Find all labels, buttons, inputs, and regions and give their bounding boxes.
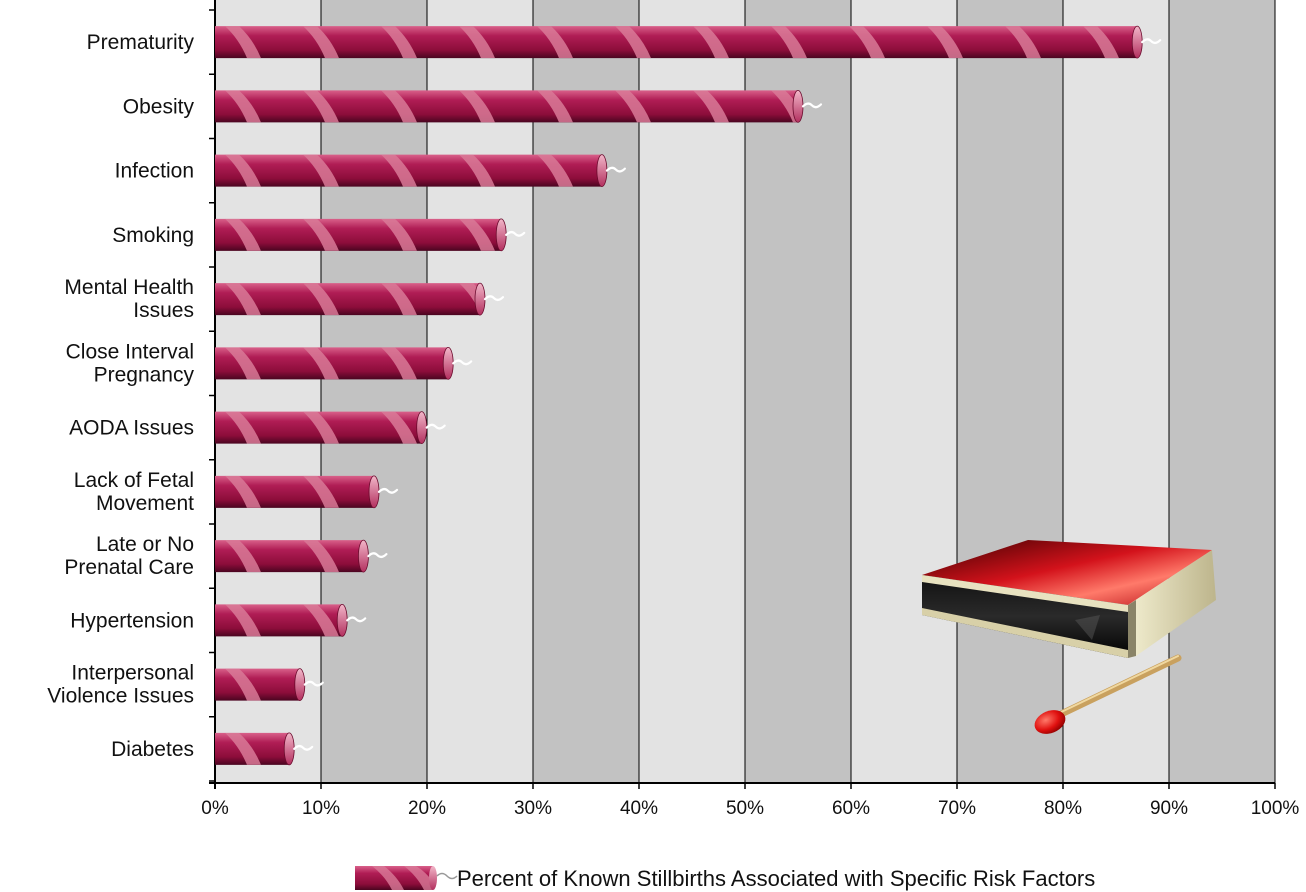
category-label: Infection — [115, 160, 194, 183]
category-label: AODA Issues — [69, 417, 194, 440]
x-tick-label: 80% — [1044, 798, 1082, 819]
x-tick-label: 60% — [832, 798, 870, 819]
category-labels: Prematurity Obesity Infection Smoking Mental… — [47, 31, 194, 761]
plot-band — [1169, 0, 1275, 783]
plot-band — [1063, 0, 1169, 783]
category-label: Diabetes — [111, 738, 194, 761]
category-label: Mental Health Issues — [64, 276, 194, 322]
plot-band — [639, 0, 745, 783]
bar — [215, 89, 823, 123]
bar — [215, 411, 446, 445]
bar — [215, 475, 399, 509]
category-label: Hypertension — [70, 609, 194, 632]
bar — [215, 218, 526, 252]
bar — [215, 282, 505, 316]
x-tick-label: 100% — [1251, 798, 1300, 819]
category-label: Smoking — [112, 224, 194, 247]
bar — [215, 732, 314, 766]
bar — [215, 539, 388, 573]
category-label: Late or No Prenatal Care — [64, 533, 194, 579]
plot-band — [215, 0, 321, 783]
legend: Percent of Known Stillbirths Associated … — [355, 866, 1095, 891]
x-tick-label: 70% — [938, 798, 976, 819]
plot-band — [851, 0, 957, 783]
category-label: Interpersonal Violence Issues — [47, 662, 194, 708]
match-illustration — [1034, 654, 1182, 734]
bars — [215, 25, 1162, 766]
bar — [215, 346, 473, 380]
x-tick-label: 20% — [408, 798, 446, 819]
bar — [215, 154, 626, 188]
plot-band — [533, 0, 639, 783]
category-label: Close Interval Pregnancy — [66, 340, 195, 386]
x-tick-label: 50% — [726, 798, 764, 819]
category-label: Obesity — [123, 95, 195, 118]
legend-label: Percent of Known Stillbirths Associated … — [457, 866, 1095, 891]
x-tick-label: 30% — [514, 798, 552, 819]
x-tick-label: 10% — [302, 798, 340, 819]
bar — [215, 668, 324, 702]
plot-background — [215, 0, 1275, 783]
plot-band — [321, 0, 427, 783]
x-tick-label: 40% — [620, 798, 658, 819]
plot-band — [957, 0, 1063, 783]
matchbox-illustration — [922, 540, 1216, 658]
legend-swatch — [355, 866, 458, 890]
category-label: Prematurity — [87, 31, 195, 54]
x-tick-label: 0% — [201, 798, 229, 819]
x-tick-label: 90% — [1150, 798, 1188, 819]
gridlines — [320, 0, 1276, 783]
bar — [215, 603, 367, 637]
category-label: Lack of Fetal Movement — [74, 469, 194, 515]
x-tick-labels: 0% 10% 20% 30% 40% 50% 60% 70% 80% 90% 100% — [201, 798, 1299, 819]
bar — [215, 25, 1162, 59]
axes — [209, 0, 1276, 789]
plot-band — [745, 0, 851, 783]
plot-band — [427, 0, 533, 783]
